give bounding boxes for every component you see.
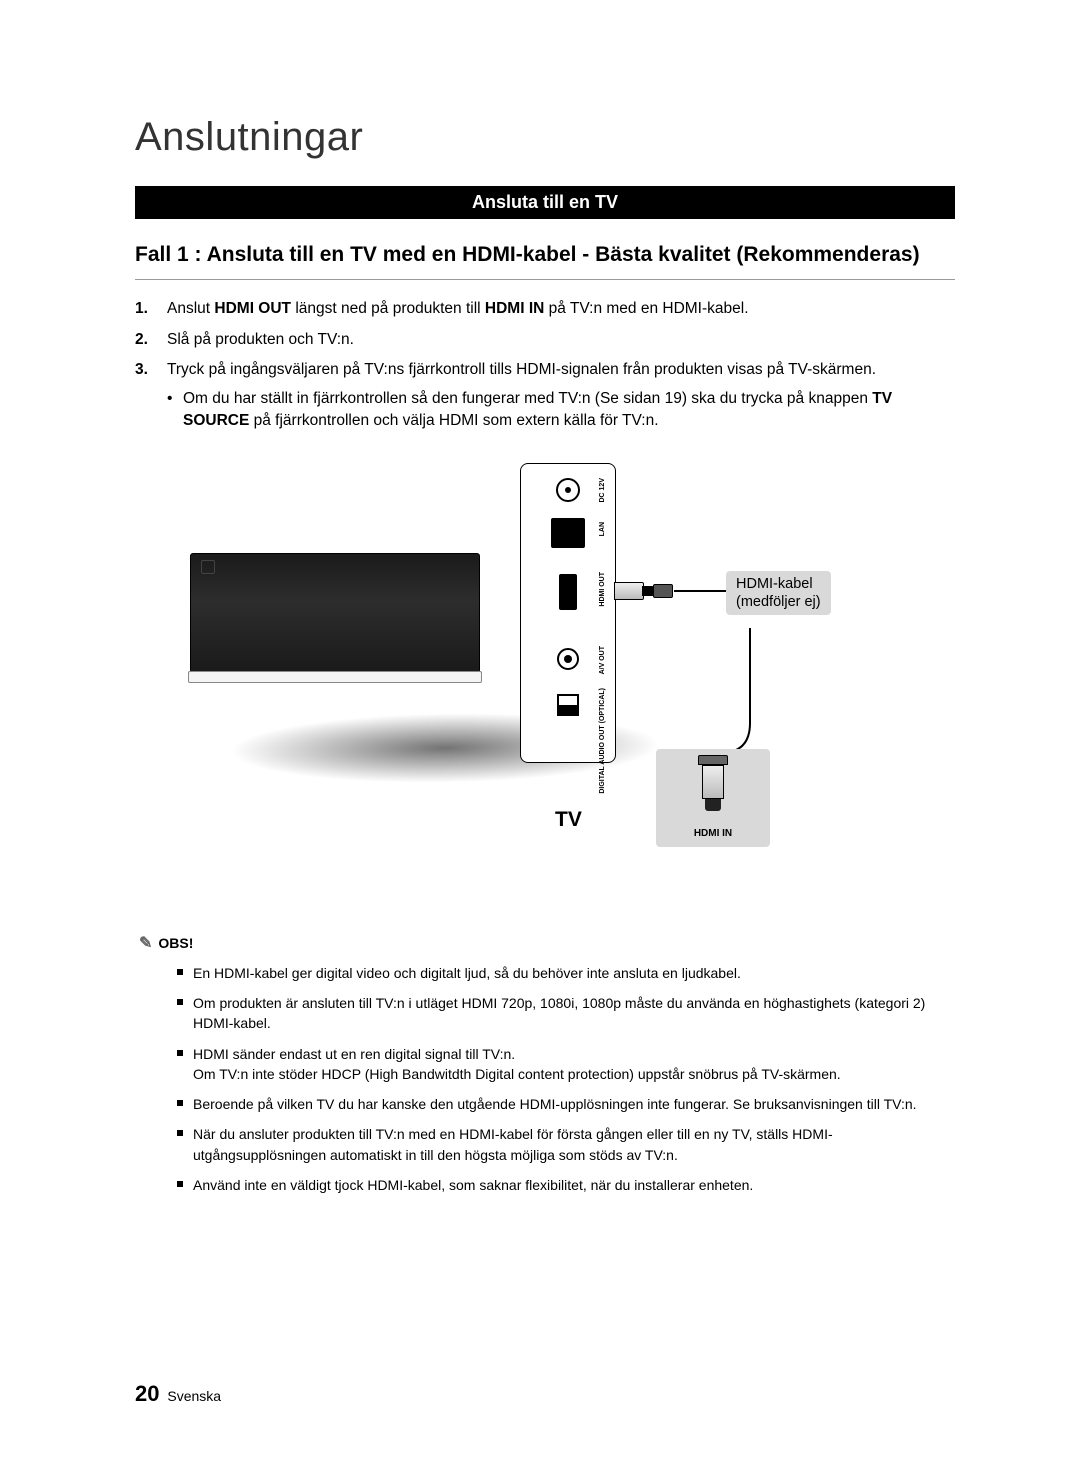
port-optical (557, 694, 579, 716)
port-hdmi-out-label: HDMI OUT (599, 572, 606, 607)
tv-input-box: HDMI IN (656, 749, 770, 847)
device-base (188, 671, 482, 683)
obs-heading: ✎ OBS! (135, 933, 955, 953)
port-av-label: A/V OUT (599, 646, 606, 674)
obs-list: En HDMI-kabel ger digital video och digi… (135, 963, 955, 1196)
t: Om du har ställt in fjärrkontrollen så d… (183, 390, 872, 407)
t: HDMI-kabel (736, 576, 813, 592)
t: Tryck på ingångsväljaren på TV:ns fjärrk… (167, 361, 876, 378)
step-2: Slå på produkten och TV:n. (135, 329, 955, 351)
obs-item: Använd inte en väldigt tjock HDMI-kabel,… (177, 1175, 955, 1195)
port-lan-label: LAN (599, 522, 606, 536)
page-number: 20 (135, 1381, 159, 1406)
device-body (190, 553, 480, 673)
port-av (557, 648, 579, 670)
tv-label: TV (555, 808, 582, 832)
hdmi-cable-label: HDMI-kabel (medföljer ej) (726, 571, 831, 615)
t: på TV:n med en HDMI-kabel. (544, 300, 748, 317)
obs-item: Beroende på vilken TV du har kanske den … (177, 1094, 955, 1114)
step-list: Anslut HDMI OUT längst ned på produkten … (135, 298, 955, 432)
obs-item: En HDMI-kabel ger digital video och digi… (177, 963, 955, 983)
t: Anslut (167, 300, 214, 317)
obs-heading-text: OBS! (158, 935, 193, 951)
t: (medföljer ej) (736, 594, 821, 610)
case-subtitle: Fall 1 : Ansluta till en TV med en HDMI-… (135, 241, 955, 280)
chapter-title: Anslutningar (135, 115, 955, 160)
hdmi-plug-device-end (614, 581, 674, 601)
obs-item: Om produkten är ansluten till TV:n i utl… (177, 993, 955, 1034)
rear-panel: DC 12V LAN HDMI OUT A/V OUT DIGITAL AUDI… (520, 463, 616, 763)
t: längst ned på produkten till (291, 300, 485, 317)
step-3: Tryck på ingångsväljaren på TV:ns fjärrk… (135, 359, 955, 432)
obs-item: HDMI sänder endast ut en ren digital sig… (177, 1044, 955, 1085)
step-3-sub: Om du har ställt in fjärrkontrollen så d… (167, 388, 955, 433)
note-icon: ✎ (139, 933, 152, 953)
connection-diagram: DC 12V LAN HDMI OUT A/V OUT DIGITAL AUDI… (190, 463, 880, 893)
port-dc (556, 478, 580, 502)
step-1: Anslut HDMI OUT längst ned på produkten … (135, 298, 955, 320)
device-image (190, 553, 480, 701)
hdmi-plug-tv-end (698, 755, 728, 815)
port-optical-label: DIGITAL AUDIO OUT (OPTICAL) (599, 688, 607, 794)
t: på fjärrkontrollen och välja HDMI som ex… (249, 412, 658, 429)
port-hdmi-out (559, 574, 577, 610)
port-lan (551, 518, 585, 548)
t: HDMI OUT (214, 300, 291, 317)
page-footer: 20 Svenska (135, 1381, 221, 1407)
t: HDMI IN (485, 300, 544, 317)
section-bar: Ansluta till en TV (135, 186, 955, 219)
page-language: Svenska (167, 1388, 221, 1404)
port-dc-label: DC 12V (599, 478, 606, 503)
obs-item: När du ansluter produkten till TV:n med … (177, 1124, 955, 1165)
tv-hdmi-in-label: HDMI IN (656, 828, 770, 839)
